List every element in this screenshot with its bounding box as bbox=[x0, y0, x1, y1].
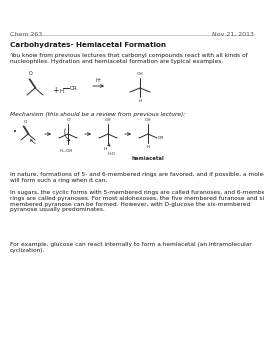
Text: H: H bbox=[138, 99, 142, 103]
Text: For example, glucose can react internally to form a hemiacetal (an intramolecula: For example, glucose can react internall… bbox=[10, 242, 252, 253]
Text: H: H bbox=[146, 145, 150, 149]
Text: OH: OH bbox=[137, 72, 143, 76]
Text: O: O bbox=[29, 71, 33, 76]
Text: +: + bbox=[52, 86, 58, 95]
Text: You know from previous lectures that carbonyl compounds react with all kinds of
: You know from previous lectures that car… bbox=[10, 53, 248, 64]
Text: Carbohydrates- Hemiacetal Formation: Carbohydrates- Hemiacetal Formation bbox=[10, 42, 166, 48]
Text: H: H bbox=[59, 89, 63, 94]
Text: •: • bbox=[13, 129, 17, 135]
Text: ⁻: ⁻ bbox=[70, 118, 72, 122]
Text: OH: OH bbox=[105, 118, 111, 122]
Text: O: O bbox=[23, 120, 27, 124]
Text: Nov 21, 2013: Nov 21, 2013 bbox=[212, 32, 254, 37]
Text: hemiacetal: hemiacetal bbox=[132, 156, 164, 161]
Text: H⁺: H⁺ bbox=[95, 78, 102, 83]
Text: O: O bbox=[66, 118, 70, 122]
Text: H₂O: H₂O bbox=[108, 152, 116, 156]
Text: Mechanism (this should be a review from previous lecture):: Mechanism (this should be a review from … bbox=[10, 112, 185, 117]
Text: OH: OH bbox=[145, 118, 151, 122]
Text: OR: OR bbox=[70, 86, 78, 90]
Text: Chem 263: Chem 263 bbox=[10, 32, 42, 37]
Text: OR: OR bbox=[158, 136, 164, 140]
Text: In nature, formations of 5- and 6-membered rings are favored, and if possible, a: In nature, formations of 5- and 6-member… bbox=[10, 172, 264, 183]
Text: In sugars, the cyclic forms with 5-membered rings are called furanoses, and 6-me: In sugars, the cyclic forms with 5-membe… bbox=[10, 190, 264, 212]
Text: H: H bbox=[103, 147, 107, 151]
Text: H—OH: H—OH bbox=[59, 149, 73, 153]
